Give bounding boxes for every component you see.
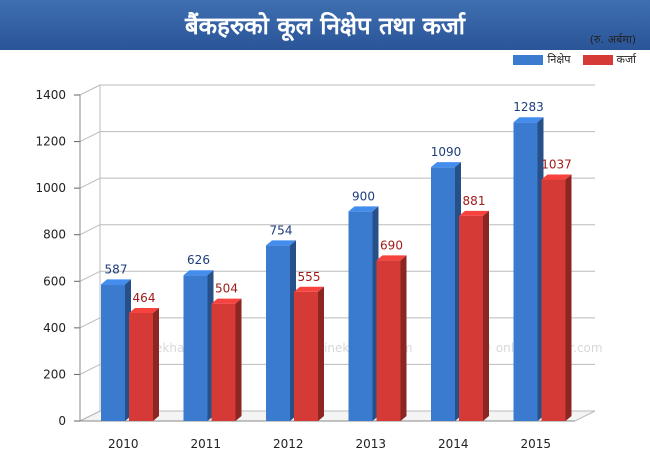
y-tick-label: 1400 (35, 88, 66, 102)
title-bar: बैंकहरुको कूल निक्षेप तथा कर्जा (0, 0, 650, 50)
bars-layer (101, 117, 572, 421)
axis-layer: 0 200 400 600 800 1000 1200 1400 2010 2011 2012 201… (35, 88, 575, 451)
gridline-side (79, 317, 101, 329)
labels-layer: 587 464 626 504 754 555 900 690 1090 881 1283 1037 (105, 100, 572, 305)
bar-loan-side (153, 307, 159, 421)
data-label-deposit: 900 (352, 189, 375, 203)
legend-item-loan: कर्जा (582, 52, 636, 67)
gridline-side (79, 410, 101, 422)
gridline-side (79, 224, 101, 236)
x-tick-label: 2014 (438, 437, 469, 451)
gridline-side (79, 363, 101, 375)
data-label-loan: 504 (215, 282, 238, 296)
bar-deposit-top (183, 270, 214, 276)
legend-swatch-deposit (513, 54, 544, 65)
y-tick-label: 400 (43, 321, 66, 335)
bar-deposit-top (348, 206, 379, 212)
bar-loan-side (318, 286, 324, 421)
gridline-side (79, 270, 101, 282)
bar-deposit-top (266, 240, 296, 246)
bar-deposit-top (431, 162, 461, 168)
bar-loan-top (541, 174, 572, 180)
bar-deposit-front (266, 245, 290, 421)
chart-title: बैंकहरुको कूल निक्षेप तथा कर्जा (184, 11, 466, 40)
data-label-deposit: 754 (270, 223, 293, 237)
legend-label-deposit: निक्षेप (547, 53, 571, 66)
data-label-deposit: 1283 (513, 100, 544, 114)
bar-deposit-top (101, 279, 131, 285)
bar-loan-front (211, 303, 236, 421)
bar-deposit-front (513, 122, 538, 421)
legend-swatch-loan (582, 54, 613, 65)
bar-loan-top (459, 210, 489, 216)
y-tick-label: 200 (43, 367, 66, 381)
y-tick-label: 1200 (35, 135, 66, 149)
bar-loan-side (483, 210, 489, 421)
legend-label-loan: कर्जा (616, 53, 636, 66)
x-tick-label: 2015 (520, 437, 551, 451)
x-tick-label: 2011 (190, 437, 221, 451)
bar-deposit-front (348, 211, 373, 421)
data-label-loan: 1037 (541, 158, 572, 172)
bar-deposit-top (513, 117, 544, 123)
bar-loan-top (294, 286, 324, 292)
data-label-loan: 464 (133, 291, 156, 305)
bar-loan-side (400, 255, 407, 421)
y-tick-label: 600 (43, 274, 66, 288)
x-tick-label: 2010 (108, 437, 139, 451)
y-tick-label: 0 (58, 414, 66, 428)
bar-loan-top (211, 298, 242, 304)
bar-loan-top (129, 307, 159, 313)
bar-loan-front (541, 179, 566, 421)
bar-loan-top (376, 255, 407, 261)
gridline-side (79, 131, 101, 143)
data-label-loan: 881 (463, 194, 486, 208)
bar-loan-side (565, 174, 572, 421)
legend: निक्षेप कर्जा (513, 52, 636, 67)
data-label-loan: 690 (380, 238, 403, 252)
data-label-deposit: 587 (105, 262, 128, 276)
unit-note: (रु. अर्बमा) (589, 33, 636, 46)
y-tick-label: 800 (43, 228, 66, 242)
legend-item-deposit: निक्षेप (513, 52, 571, 67)
gridline-side (79, 177, 101, 189)
bar-loan-front (376, 260, 401, 421)
bar-deposit-front (431, 167, 455, 421)
bar-loan-front (129, 312, 153, 421)
data-label-deposit: 626 (187, 253, 210, 267)
bar-deposit-front (183, 275, 208, 421)
bar-loan-side (235, 298, 242, 421)
bar-loan-front (294, 291, 318, 421)
data-label-deposit: 1090 (431, 145, 462, 159)
bar-loan-front (459, 215, 483, 421)
gridline-side (79, 84, 101, 96)
bar-deposit-front (101, 284, 125, 421)
y-tick-label: 1000 (35, 181, 66, 195)
x-tick-label: 2013 (355, 437, 386, 451)
x-tick-label: 2012 (273, 437, 304, 451)
data-label-loan: 555 (298, 270, 321, 284)
